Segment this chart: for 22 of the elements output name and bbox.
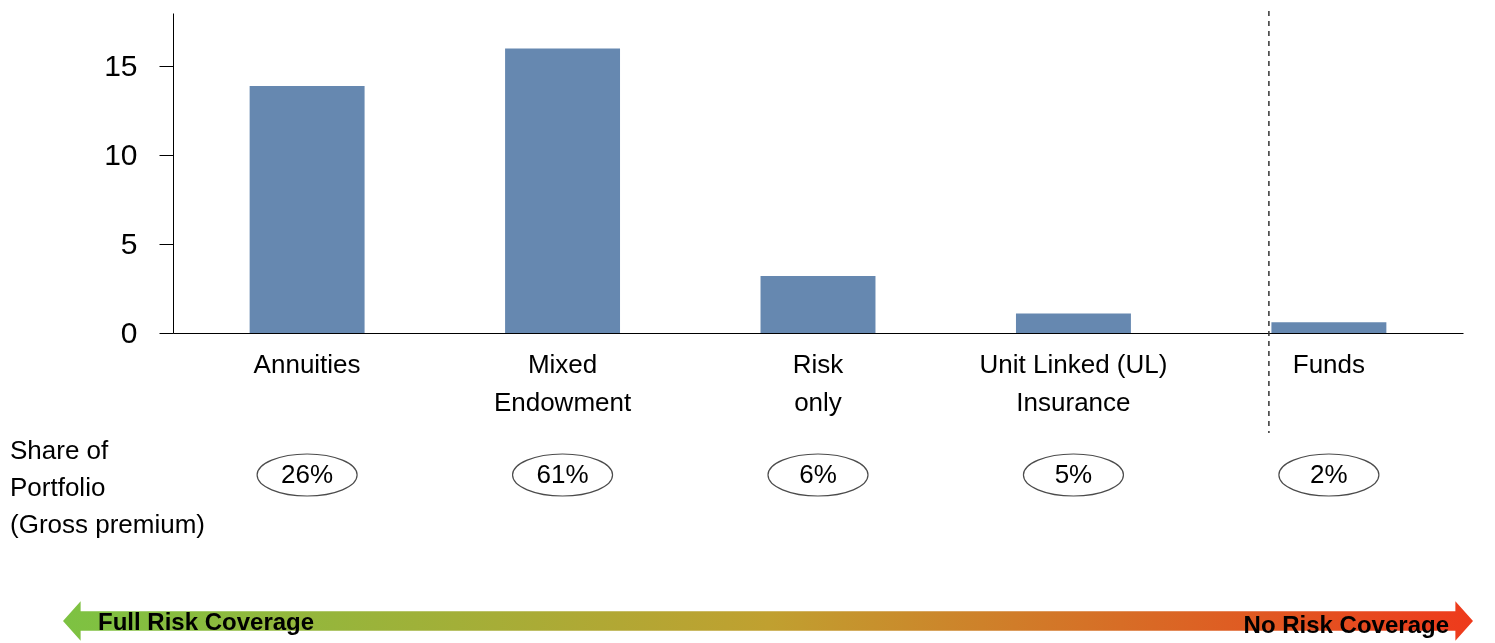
x-tick-label: Annuities (253, 348, 361, 379)
x-tick-label: Funds (1292, 348, 1366, 379)
text: Share of Portfolio (Gross premium) (10, 435, 206, 539)
text: 5% (1054, 459, 1093, 489)
y-tick-label: 5 (120, 226, 138, 260)
text: Full Risk Coverage (98, 608, 315, 635)
x-tick-label: Mixed Endowment (493, 348, 632, 417)
bar (1015, 313, 1131, 333)
x-tick-label: Risk only (792, 348, 845, 417)
text: No Risk Coverage (1243, 611, 1449, 638)
text: 26% (281, 459, 334, 489)
bar (1271, 322, 1387, 333)
text: 61% (536, 459, 589, 489)
text: 6% (799, 459, 837, 489)
text: 2% (1310, 459, 1348, 489)
y-tick-label: 0 (120, 315, 138, 349)
bar (249, 85, 365, 333)
x-tick-label: Unit Linked (UL) Insurance (979, 348, 1168, 417)
bar (760, 276, 876, 333)
y-tick-label: 10 (104, 137, 138, 171)
y-tick-label: 15 (104, 48, 138, 82)
bar (505, 48, 621, 333)
